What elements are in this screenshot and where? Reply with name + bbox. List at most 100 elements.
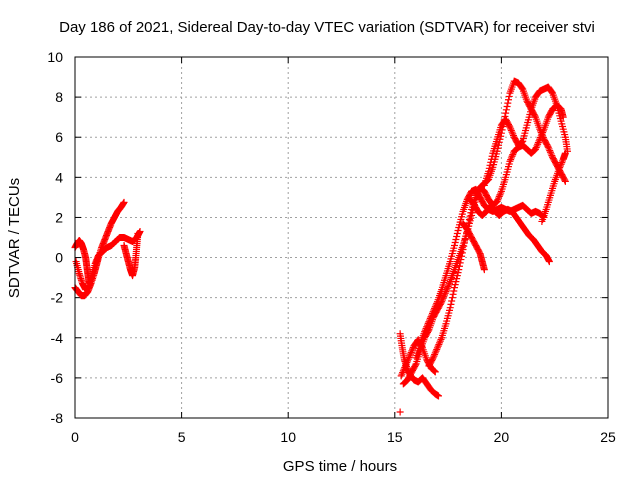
data-point xyxy=(561,177,569,185)
data-point xyxy=(545,145,553,153)
data-point xyxy=(454,226,462,234)
data-point xyxy=(486,161,494,169)
data-point xyxy=(431,349,439,357)
data-point xyxy=(487,158,495,166)
data-point xyxy=(458,252,466,260)
data-point xyxy=(461,236,469,244)
data-point xyxy=(534,139,542,147)
data-point xyxy=(548,152,556,160)
x-tick-label: 5 xyxy=(178,429,186,445)
data-point xyxy=(532,145,540,153)
data-point xyxy=(506,123,514,131)
y-tick-label: 6 xyxy=(55,129,63,145)
data-point xyxy=(448,297,456,305)
data-point xyxy=(450,284,458,292)
data-point xyxy=(436,337,444,345)
data-point xyxy=(435,392,443,400)
x-tick-label: 0 xyxy=(71,429,79,445)
data-point xyxy=(457,256,465,264)
data-point xyxy=(455,266,463,274)
data-point xyxy=(447,300,455,308)
x-tick-label: 10 xyxy=(280,429,296,445)
data-point xyxy=(446,304,454,312)
data-point xyxy=(405,353,413,361)
data-point xyxy=(509,151,517,159)
data-point xyxy=(434,342,442,350)
data-point xyxy=(404,355,412,363)
data-point xyxy=(402,360,410,368)
data-point xyxy=(556,162,564,170)
data-point xyxy=(555,165,563,173)
data-point xyxy=(453,272,461,280)
data-point xyxy=(398,370,406,378)
data-point xyxy=(497,189,505,197)
data-point xyxy=(518,138,526,146)
data-point xyxy=(134,229,142,237)
y-tick-label: 4 xyxy=(55,169,63,185)
data-point xyxy=(544,142,552,150)
data-point xyxy=(428,311,436,319)
data-point xyxy=(505,96,513,104)
data-point xyxy=(507,154,515,162)
y-tick-label: -6 xyxy=(51,370,64,386)
data-point xyxy=(465,219,473,227)
x-tick-label: 20 xyxy=(494,429,510,445)
data-point xyxy=(426,314,434,322)
data-point xyxy=(431,303,439,311)
data-point xyxy=(441,291,449,299)
y-tick-label: 10 xyxy=(47,49,63,65)
data-point xyxy=(411,361,419,369)
data-point xyxy=(453,229,461,237)
data-point xyxy=(466,212,474,220)
data-point xyxy=(423,321,431,329)
data-point xyxy=(452,278,460,286)
data-point xyxy=(508,152,516,160)
data-point xyxy=(454,269,462,277)
data-point xyxy=(509,132,517,140)
data-point xyxy=(467,209,475,217)
data-point xyxy=(404,357,412,365)
data-point xyxy=(431,367,439,375)
data-point xyxy=(536,134,544,142)
data-point xyxy=(427,313,435,321)
data-point xyxy=(426,316,434,324)
data-point xyxy=(532,144,540,152)
data-point xyxy=(433,345,441,353)
plot-frame xyxy=(74,56,609,419)
data-point xyxy=(538,130,546,138)
data-point xyxy=(120,198,128,206)
data-point xyxy=(488,152,496,160)
data-point xyxy=(556,164,564,172)
data-point xyxy=(403,359,411,367)
chart-title: Day 186 of 2021, Sidereal Day-to-day VTE… xyxy=(59,19,595,36)
data-point xyxy=(535,137,543,145)
data-point xyxy=(504,99,512,107)
x-axis-label: GPS time / hours xyxy=(283,458,397,475)
data-point xyxy=(534,140,542,148)
data-point xyxy=(452,236,460,244)
data-point xyxy=(399,369,407,377)
data-point xyxy=(507,127,515,135)
data-point xyxy=(544,143,552,151)
data-point xyxy=(546,148,554,156)
data-point xyxy=(435,340,443,348)
y-tick-label: -8 xyxy=(51,410,64,426)
data-point xyxy=(429,354,437,362)
data-point xyxy=(421,326,429,334)
data-point xyxy=(546,147,554,155)
grid xyxy=(75,57,608,418)
data-point xyxy=(548,88,556,96)
data-point xyxy=(453,275,461,283)
data-point xyxy=(443,284,451,292)
y-tick-label: 8 xyxy=(55,89,63,105)
data-point xyxy=(433,344,441,352)
data-point xyxy=(425,318,433,326)
data-point xyxy=(503,102,511,110)
data-point xyxy=(431,304,439,312)
data-point xyxy=(502,106,510,114)
data-point xyxy=(430,306,438,314)
data-point xyxy=(494,196,502,204)
data-point xyxy=(440,293,448,301)
data-point xyxy=(397,372,405,380)
y-tick-label: -2 xyxy=(51,290,64,306)
